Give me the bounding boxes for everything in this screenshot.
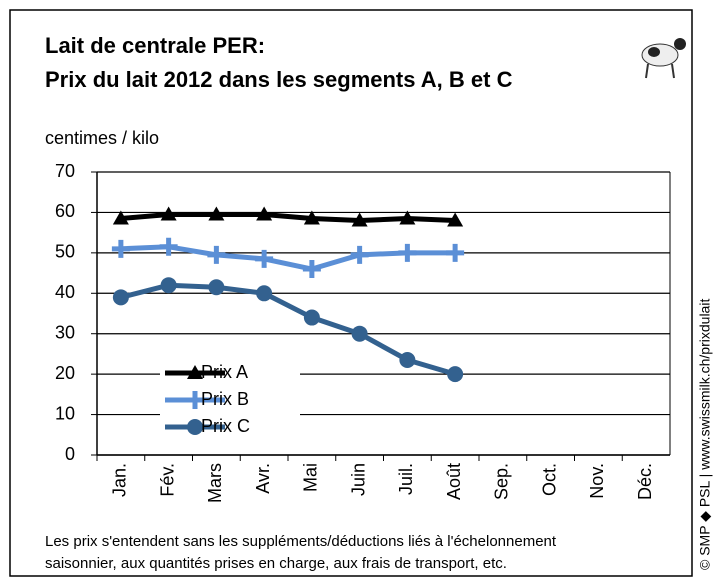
x-tick-label: Déc. <box>635 463 655 500</box>
credit: © SMP ◆ PSL | www.swissmilk.ch/prixdulai… <box>697 299 713 570</box>
y-tick-label: 0 <box>65 444 75 464</box>
x-tick-label: Mai <box>301 463 321 492</box>
x-tick-label: Sep. <box>492 463 512 500</box>
marker <box>352 326 368 342</box>
note-line: Les prix s'entendent sans les supplément… <box>45 533 557 550</box>
y-tick-label: 40 <box>55 282 75 302</box>
y-tick-label: 60 <box>55 201 75 221</box>
marker <box>161 277 177 293</box>
legend: Prix A Prix B Prix C <box>160 360 300 436</box>
x-tick-label: Nov. <box>587 463 607 499</box>
page: {"chart_data": {"type": "line", "title":… <box>0 0 713 580</box>
marker <box>208 279 224 295</box>
y-tick-label: 30 <box>55 322 75 342</box>
y-tick-label: 50 <box>55 242 75 262</box>
x-tick-label: Juil. <box>396 463 416 495</box>
note-line: saisonnier, aux quantités prises en char… <box>45 555 507 572</box>
x-tick-label: Mars <box>205 463 225 503</box>
marker <box>447 366 463 382</box>
marker <box>304 310 320 326</box>
x-tick-label: Avr. <box>253 463 273 494</box>
x-tick-label: Jan. <box>110 463 130 497</box>
x-tick-label: Juin <box>348 463 368 496</box>
chart: Lait de centrale PER: Prix du lait 2012 … <box>0 0 713 580</box>
legend-label: Prix B <box>201 389 249 409</box>
x-tick-label: Oct. <box>539 463 559 496</box>
marker <box>399 352 415 368</box>
y-tick-label: 20 <box>55 363 75 383</box>
y-axis-label: centimes / kilo <box>45 128 159 148</box>
x-tick-label: Août <box>444 463 464 500</box>
legend-label: Prix C <box>201 416 250 436</box>
x-tick-label: Fév. <box>157 463 177 497</box>
chart-subtitle: Prix du lait 2012 dans les segments A, B… <box>45 67 513 92</box>
chart-title: Lait de centrale PER: <box>45 33 265 58</box>
marker <box>256 285 272 301</box>
y-tick-label: 10 <box>55 403 75 423</box>
legend-label: Prix A <box>201 362 248 382</box>
marker <box>113 289 129 305</box>
y-tick-label: 70 <box>55 161 75 181</box>
